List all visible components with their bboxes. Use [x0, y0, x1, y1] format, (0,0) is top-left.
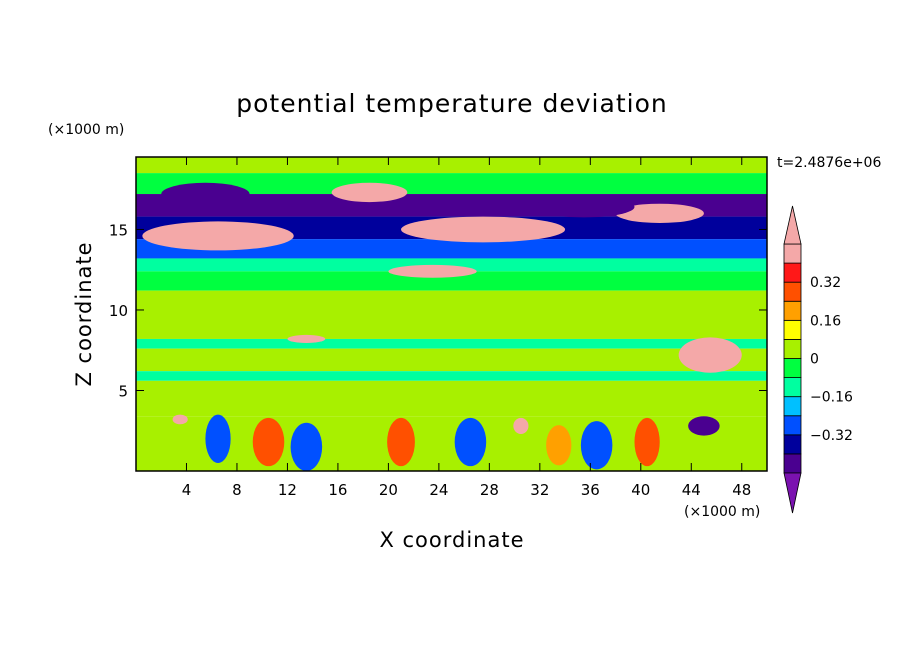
contour-feature-3	[615, 203, 704, 224]
colorbar-arrow-max	[783, 205, 802, 245]
x-tick-label-2: 12	[278, 481, 297, 499]
contour-feature-9	[172, 414, 188, 425]
y-tick-label-0: 5	[118, 382, 128, 400]
plot-area	[136, 157, 767, 471]
colorbar-arrow-min	[783, 472, 802, 514]
contour-feature-12	[290, 422, 323, 471]
y-axis: 5 10 15	[109, 221, 767, 400]
x-tick-label-4: 20	[379, 481, 398, 499]
x-unit-label: (×1000 m)	[684, 504, 760, 520]
colorbar-block-8	[783, 300, 802, 321]
contour-band-6	[136, 271, 767, 291]
x-tick-label-0: 4	[182, 481, 192, 499]
x-axis: 4 8 12 16 20 24 28 32 36 40 44 48	[182, 157, 751, 499]
contour-feature-7	[161, 182, 250, 206]
colorbar-block-11	[783, 243, 802, 264]
contour-feature-8	[533, 196, 635, 218]
contour-feature-14	[454, 417, 487, 467]
x-tick-label-6: 28	[480, 481, 499, 499]
x-tick-label-9: 40	[631, 481, 650, 499]
y-unit-label: (×1000 m)	[48, 122, 124, 138]
contour-feature-18	[205, 414, 231, 463]
contour-feature-16	[634, 417, 660, 467]
colorbar-tick-label-1: 0.16	[810, 313, 841, 329]
colorbar-tick-label-0: 0.32	[810, 275, 841, 291]
colorbar-block-1	[783, 434, 802, 455]
colorbar-tick-label-2: 0	[810, 352, 819, 368]
colorbar-block-9	[783, 281, 802, 302]
x-tick-label-11: 48	[732, 481, 751, 499]
contour-band-0	[136, 157, 767, 174]
chart-title: potential temperature deviation	[236, 89, 667, 118]
contour-feature-2	[331, 182, 408, 203]
contour-band-9	[136, 348, 767, 372]
x-tick-label-10: 44	[682, 481, 701, 499]
plot-frame	[135, 156, 768, 472]
colorbar-block-3	[783, 396, 802, 417]
x-tick-label-7: 32	[530, 481, 549, 499]
x-tick-label-1: 8	[232, 481, 242, 499]
contour-band-4	[136, 239, 767, 259]
contour-band-12	[136, 416, 767, 471]
colorbar-block-0	[783, 453, 802, 474]
contour-feature-19	[546, 425, 572, 466]
contour-feature-5	[678, 337, 742, 373]
contour-feature-17	[688, 416, 720, 436]
contour-band-8	[136, 338, 767, 349]
colorbar-block-10	[783, 262, 802, 283]
contour-band-7	[136, 290, 767, 339]
contour-feature-6	[287, 334, 326, 343]
x-axis-label: X coordinate	[379, 528, 524, 552]
x-tick-label-5: 24	[429, 481, 448, 499]
contour-band-1	[136, 173, 767, 195]
y-axis-label: Z coordinate	[72, 241, 96, 386]
contour-feature-11	[252, 417, 285, 467]
colorbar-block-5	[783, 358, 802, 378]
colorbar-block-2	[783, 415, 802, 436]
contour-feature-15	[580, 421, 613, 470]
colorbar-block-4	[783, 377, 802, 398]
contour-band-5	[136, 258, 767, 272]
contour-band-10	[136, 371, 767, 381]
contour-band-11	[136, 380, 767, 417]
contour-feature-10	[513, 417, 529, 434]
contour-feature-1	[401, 216, 566, 243]
y-tick-label-2: 15	[109, 221, 128, 239]
contour-feature-0	[142, 221, 294, 251]
colorbar-tick-label-4: −0.32	[810, 428, 853, 444]
colorbar-block-7	[783, 319, 802, 340]
x-tick-label-3: 16	[328, 481, 347, 499]
colorbar-tick-label-3: −0.16	[810, 390, 853, 406]
colorbar-block-6	[783, 339, 802, 359]
contour-feature-13	[387, 417, 415, 467]
time-label: t=2.4876e+06	[777, 155, 881, 171]
y-tick-label-1: 10	[109, 302, 128, 320]
contour-feature-4	[388, 264, 477, 278]
colorbar: 0.32 0.16 0 −0.16 −0.32	[783, 205, 853, 514]
x-tick-label-8: 36	[581, 481, 600, 499]
